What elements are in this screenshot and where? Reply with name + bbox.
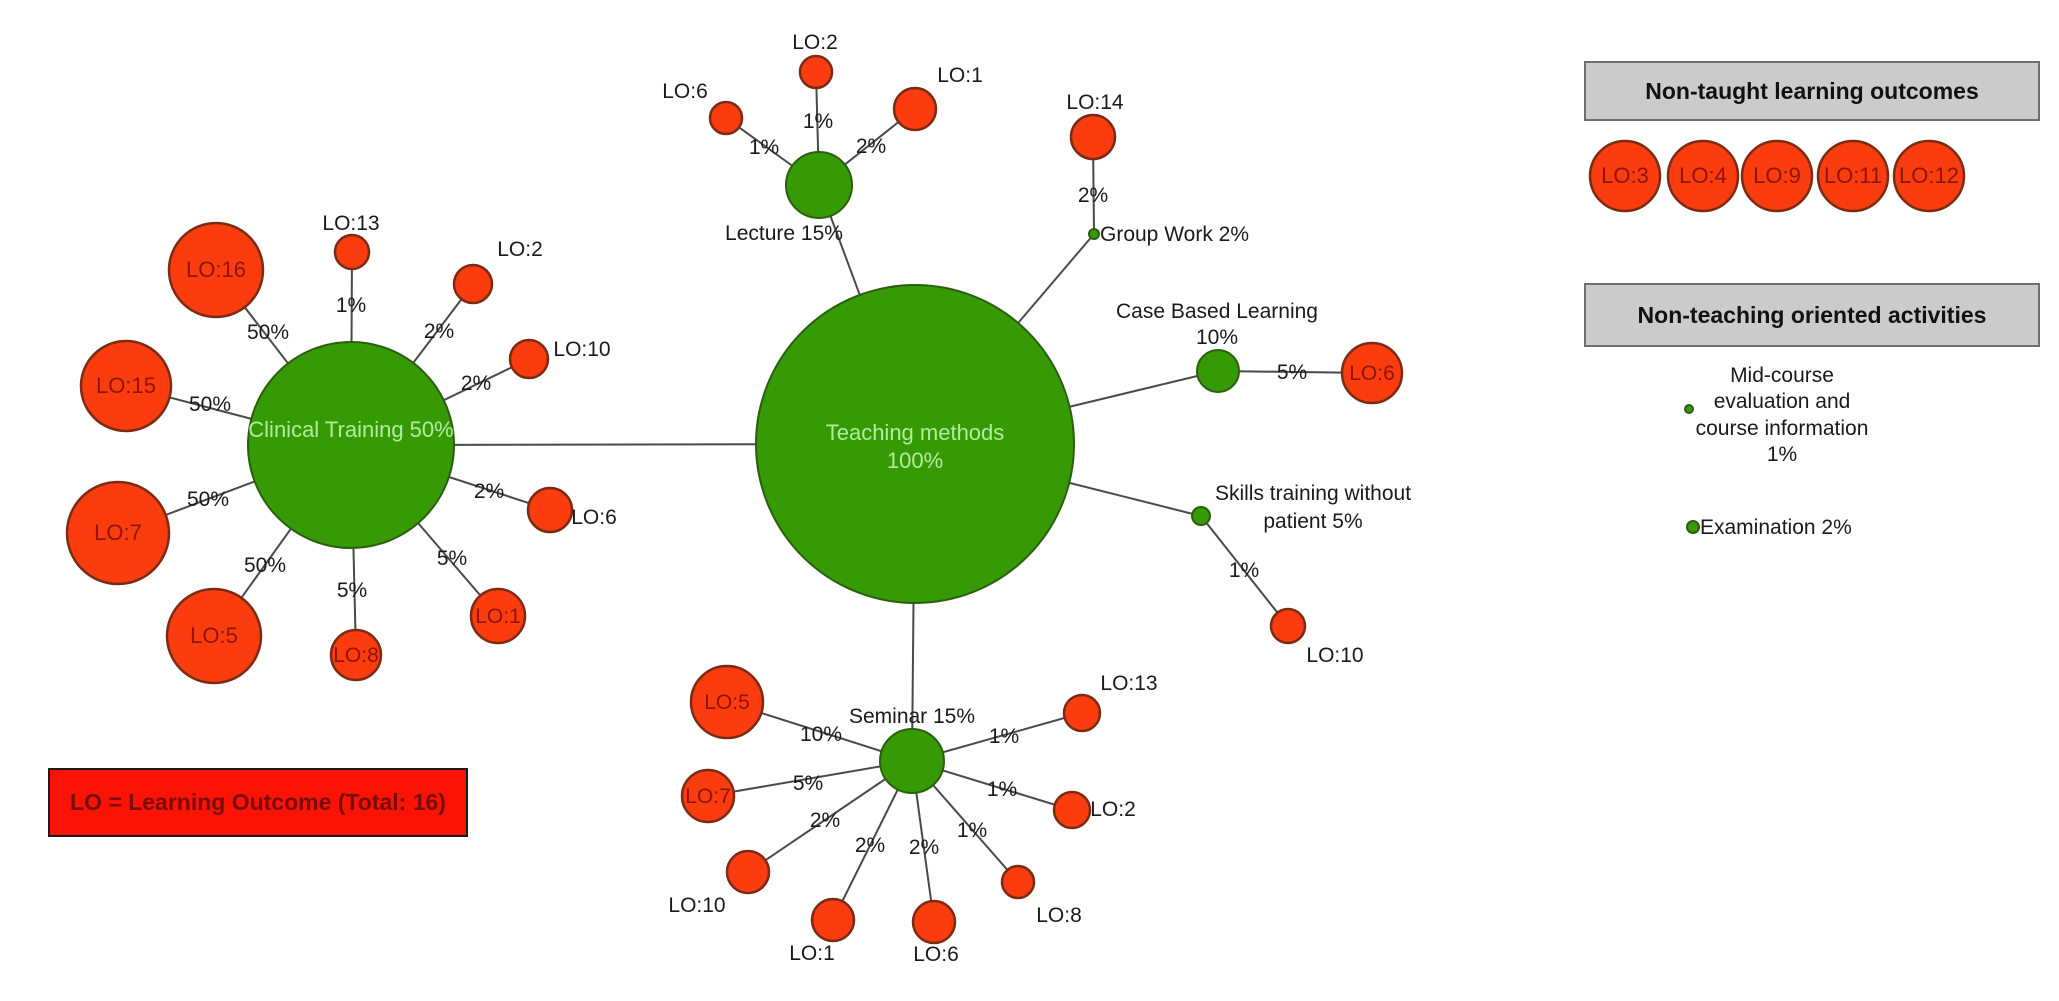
svg-text:1%: 1%: [989, 725, 1019, 748]
svg-text:LO:7: LO:7: [94, 520, 142, 545]
svg-text:LO:14: LO:14: [1066, 91, 1124, 114]
svg-text:LO:12: LO:12: [1899, 163, 1959, 188]
svg-text:50%: 50%: [189, 393, 231, 416]
svg-text:2%: 2%: [856, 135, 886, 158]
svg-text:LO:10: LO:10: [553, 338, 610, 361]
svg-text:LO:6: LO:6: [1349, 362, 1395, 385]
svg-text:2%: 2%: [909, 836, 939, 859]
svg-text:LO:1: LO:1: [937, 64, 983, 87]
svg-text:LO:11: LO:11: [1824, 163, 1882, 188]
svg-text:1%: 1%: [749, 136, 779, 159]
svg-text:course information: course information: [1696, 417, 1869, 440]
svg-text:LO:6: LO:6: [913, 943, 959, 966]
svg-text:2%: 2%: [474, 480, 504, 503]
svg-text:LO:1: LO:1: [475, 605, 521, 628]
svg-text:LO:13: LO:13: [322, 212, 379, 235]
svg-text:patient 5%: patient 5%: [1263, 510, 1362, 533]
svg-text:2%: 2%: [1078, 184, 1108, 207]
svg-text:Lecture 15%: Lecture 15%: [725, 222, 843, 245]
svg-text:10%: 10%: [800, 723, 842, 746]
svg-text:LO:2: LO:2: [497, 238, 543, 261]
svg-text:Examination 2%: Examination 2%: [1700, 516, 1852, 539]
svg-text:1%: 1%: [957, 819, 987, 842]
svg-text:10%: 10%: [1196, 326, 1238, 349]
svg-text:LO:6: LO:6: [662, 80, 708, 103]
svg-text:evaluation and: evaluation and: [1714, 390, 1851, 413]
svg-text:Mid-course: Mid-course: [1730, 364, 1834, 387]
svg-text:Case Based Learning: Case Based Learning: [1116, 300, 1318, 323]
svg-text:LO:13: LO:13: [1100, 672, 1157, 695]
svg-text:Clinical Training 50%: Clinical Training 50%: [248, 417, 453, 442]
svg-text:LO:9: LO:9: [1753, 163, 1801, 188]
svg-text:1%: 1%: [803, 110, 833, 133]
svg-text:Group Work 2%: Group Work 2%: [1100, 223, 1249, 246]
svg-text:Non-teaching oriented activiti: Non-teaching oriented activities: [1638, 302, 1987, 328]
svg-text:2%: 2%: [461, 372, 491, 395]
svg-text:1%: 1%: [1229, 559, 1259, 582]
svg-text:LO = Learning Outcome (Total:: LO = Learning Outcome (Total: 16): [70, 789, 446, 815]
svg-text:50%: 50%: [244, 554, 286, 577]
svg-text:50%: 50%: [187, 488, 229, 511]
svg-text:5%: 5%: [793, 772, 823, 795]
svg-text:50%: 50%: [247, 321, 289, 344]
svg-text:LO:1: LO:1: [789, 942, 835, 965]
svg-text:2%: 2%: [810, 809, 840, 832]
svg-text:LO:10: LO:10: [668, 894, 725, 917]
svg-text:5%: 5%: [437, 547, 467, 570]
svg-text:1%: 1%: [1767, 443, 1797, 466]
svg-text:LO:8: LO:8: [333, 644, 379, 667]
svg-text:Teaching methods: Teaching methods: [826, 420, 1005, 445]
svg-text:LO:6: LO:6: [571, 506, 617, 529]
svg-text:LO:5: LO:5: [704, 691, 750, 714]
svg-text:100%: 100%: [887, 448, 943, 473]
svg-text:1%: 1%: [987, 778, 1017, 801]
svg-text:LO:8: LO:8: [1036, 904, 1082, 927]
svg-text:LO:3: LO:3: [1601, 163, 1649, 188]
svg-text:2%: 2%: [855, 834, 885, 857]
svg-text:5%: 5%: [337, 579, 367, 602]
svg-text:LO:16: LO:16: [186, 257, 246, 282]
svg-text:1%: 1%: [336, 294, 366, 317]
svg-text:LO:2: LO:2: [1090, 798, 1136, 821]
svg-text:LO:2: LO:2: [792, 31, 838, 54]
svg-text:LO:5: LO:5: [190, 623, 238, 648]
svg-text:LO:10: LO:10: [1306, 644, 1363, 667]
svg-text:5%: 5%: [1277, 361, 1307, 384]
svg-text:Skills training without: Skills training without: [1215, 482, 1411, 505]
svg-text:LO:7: LO:7: [685, 785, 731, 808]
svg-text:Seminar 15%: Seminar 15%: [849, 705, 975, 728]
svg-text:LO:15: LO:15: [96, 373, 156, 398]
svg-text:2%: 2%: [424, 320, 454, 343]
svg-text:LO:4: LO:4: [1679, 163, 1727, 188]
svg-text:Non-taught learning outcomes: Non-taught learning outcomes: [1645, 78, 1979, 104]
